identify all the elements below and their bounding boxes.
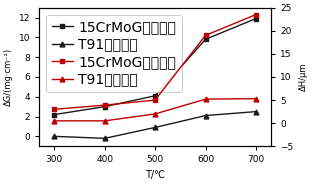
15CrMoG腹蚀增重 xyxy=(204,38,207,40)
X-axis label: T/℃: T/℃ xyxy=(145,170,165,180)
15CrMoG腹蚀增厚 xyxy=(103,104,107,106)
15CrMoG腹蚀增重 xyxy=(254,17,258,20)
Line: T91腹蚀增重: T91腹蚀增重 xyxy=(52,109,258,141)
15CrMoG腹蚀增厚 xyxy=(254,13,258,16)
T91腹蚀增重 xyxy=(52,135,56,137)
Line: T91腹蚀增厚: T91腹蚀增厚 xyxy=(52,96,258,123)
T91腹蚀增厚 xyxy=(204,98,207,100)
T91腹蚀增厚 xyxy=(52,120,56,122)
Y-axis label: ΔH/μm: ΔH/μm xyxy=(299,63,308,91)
15CrMoG腹蚀增厚 xyxy=(153,99,157,101)
Legend: 15CrMoG腹蚀增重, T91腹蚀增重, 15CrMoG腹蚀增厚, T91腹蚀增厚: 15CrMoG腹蚀增重, T91腹蚀增重, 15CrMoG腹蚀增厚, T91腹蚀… xyxy=(46,15,182,92)
T91腹蚀增重 xyxy=(103,137,107,139)
Y-axis label: ΔG/(mg·cm⁻²): ΔG/(mg·cm⁻²) xyxy=(4,48,13,106)
15CrMoG腹蚀增重 xyxy=(103,106,107,108)
15CrMoG腹蚀增重 xyxy=(153,95,157,97)
15CrMoG腹蚀增重 xyxy=(52,114,56,116)
T91腹蚀增重 xyxy=(204,114,207,117)
T91腹蚀增厚 xyxy=(103,120,107,122)
Line: 15CrMoG腹蚀增厚: 15CrMoG腹蚀增厚 xyxy=(52,12,258,112)
T91腹蚀增重 xyxy=(254,111,258,113)
15CrMoG腹蚀增厚 xyxy=(52,108,56,110)
T91腹蚀增厚 xyxy=(254,98,258,100)
15CrMoG腹蚀增厚 xyxy=(204,34,207,36)
T91腹蚀增重 xyxy=(153,126,157,129)
T91腹蚀增厚 xyxy=(153,113,157,115)
Line: 15CrMoG腹蚀增重: 15CrMoG腹蚀增重 xyxy=(52,16,258,117)
